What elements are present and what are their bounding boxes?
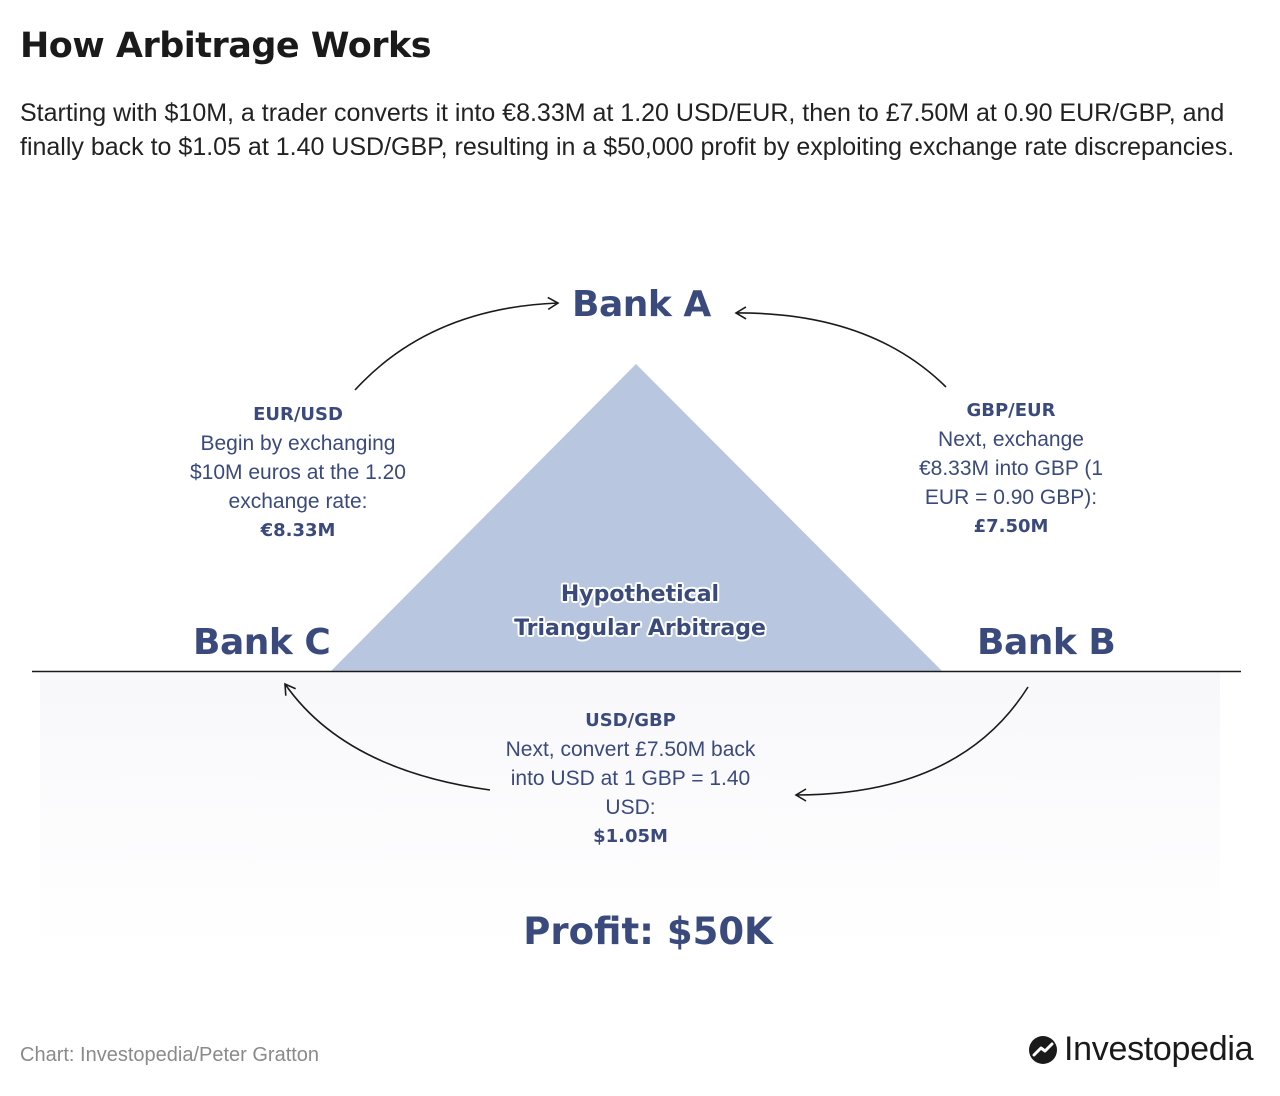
page-subtitle: Starting with $10M, a trader converts it… bbox=[20, 99, 1235, 161]
triangle-caption: Hypothetical Triangular Arbitrage bbox=[490, 578, 790, 646]
step-text-line: €8.33M into GBP (1 bbox=[918, 457, 1104, 480]
investopedia-logo-icon bbox=[1029, 1035, 1057, 1064]
step-usd-gbp: USD/GBP Next, convert £7.50M back into U… bbox=[488, 706, 773, 851]
arrow-c-to-a bbox=[354, 296, 560, 391]
bank-c-label: Bank C bbox=[193, 622, 331, 663]
step-eur-usd: EUR/USD Begin by exchanging $10M euros a… bbox=[178, 400, 418, 545]
investopedia-logo-text: Investopedia bbox=[1064, 1030, 1254, 1068]
step-result: £7.50M bbox=[973, 516, 1049, 537]
arrow-b-to-center bbox=[794, 686, 1029, 802]
step-pair: USD/GBP bbox=[585, 710, 676, 731]
arrow-center-to-c bbox=[284, 682, 491, 791]
step-text-line: Next, exchange bbox=[938, 428, 1084, 451]
step-result: €8.33M bbox=[260, 520, 336, 541]
arbitrage-triangle bbox=[331, 364, 942, 671]
investopedia-logo: Investopedia bbox=[1028, 1030, 1254, 1069]
bank-a-label: Bank A bbox=[572, 284, 711, 325]
step-text-line: exchange rate: bbox=[228, 490, 368, 513]
chart-credit: Chart: Investopedia/Peter Gratton bbox=[20, 1044, 320, 1066]
step-text-line: into USD at 1 GBP = 1.40 bbox=[510, 767, 751, 790]
step-text-line: EUR = 0.90 GBP): bbox=[924, 486, 1098, 509]
step-pair: GBP/EUR bbox=[966, 400, 1056, 421]
bank-b-label: Bank B bbox=[977, 622, 1116, 663]
page-title: How Arbitrage Works bbox=[20, 26, 432, 66]
lower-backdrop bbox=[40, 672, 1220, 952]
step-pair: EUR/USD bbox=[253, 404, 343, 425]
step-gbp-eur: GBP/EUR Next, exchange €8.33M into GBP (… bbox=[905, 396, 1117, 541]
step-result: $1.05M bbox=[593, 826, 668, 847]
triangle-caption-line-2: Triangular Arbitrage bbox=[514, 616, 766, 641]
profit-label: Profit: $50K bbox=[523, 910, 773, 953]
step-text-line: $10M euros at the 1.20 bbox=[190, 461, 406, 484]
triangle-caption-line-1: Hypothetical bbox=[560, 582, 720, 607]
step-text-line: Next, convert £7.50M back bbox=[505, 738, 756, 761]
step-text-line: Begin by exchanging bbox=[200, 432, 396, 455]
arrow-b-to-a bbox=[734, 306, 947, 388]
step-text-line: USD: bbox=[605, 796, 656, 819]
